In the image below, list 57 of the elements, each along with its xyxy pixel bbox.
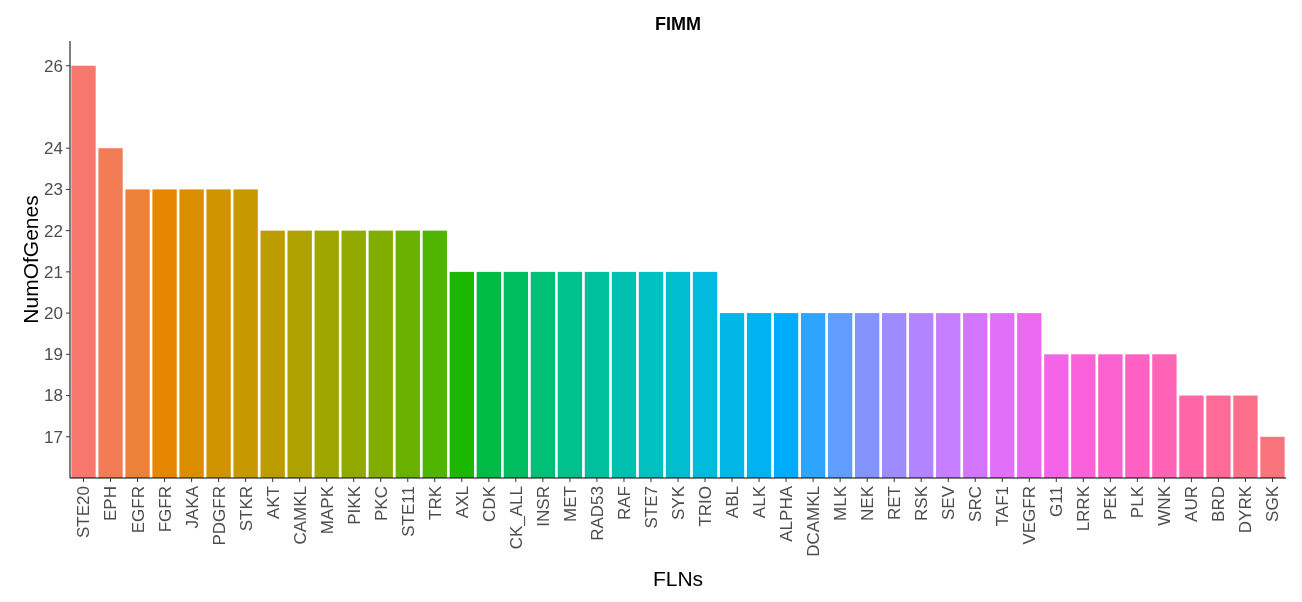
chart-title: FIMM [655,14,701,34]
y-tick-label: 24 [44,139,63,159]
x-tick-label: TAF1 [993,486,1013,527]
x-tick-label: STE20 [74,486,94,538]
x-tick-label: PIKK [344,485,364,525]
x-tick-label: STE7 [641,486,661,529]
x-tick-label: VEGFR [1020,486,1040,545]
y-axis-title: NumOfGenes [19,195,42,324]
x-tick-label: SRC [966,486,986,522]
x-tick-label: JAKA [182,485,202,529]
y-tick-label: 21 [44,262,63,282]
y-tick-label: 18 [44,386,63,406]
x-tick-label: RAD53 [587,486,607,541]
x-tick-label: RET [885,486,905,520]
x-tick-label: SYK [668,485,688,521]
x-tick-label: PKC [371,486,391,521]
x-tick-label: DCAMKL [804,486,824,557]
x-tick-label: DYRK [1236,485,1256,534]
x-tick-label: TRK [425,485,445,520]
x-tick-label: WNK [1155,485,1175,526]
x-tick-label: INSR [533,486,553,527]
x-tick-label: G11 [1047,486,1067,517]
x-tick-label: SEV [939,485,959,521]
x-tick-label: PLK [1128,485,1148,519]
y-tick-label: 23 [44,180,63,200]
x-tick-label: AUR [1182,486,1202,522]
x-tick-label: NEK [858,485,878,521]
x-tick-label: BRD [1209,486,1229,522]
x-tick-label: TRIO [695,486,715,527]
x-tick-label: PDGFR [209,486,229,546]
x-tick-label: SGK [1263,485,1283,522]
y-tick-label: 22 [44,221,63,241]
x-tick-label: ALPHA [777,485,797,542]
x-tick-label: CK_ALL [506,486,526,550]
x-tick-label: FGFR [155,486,175,533]
x-tick-label: STKR [236,486,256,532]
x-tick-label: CAMKL [290,486,310,545]
x-tick-label: LRRK [1074,485,1094,532]
x-tick-label: RSK [912,485,932,521]
x-tick-label: ABL [722,486,742,519]
x-tick-label: ALK [750,485,770,519]
x-tick-label: EGFR [128,486,148,534]
x-tick-label: CDK [479,485,499,522]
x-tick-label: PEK [1101,485,1121,521]
y-tick-label: 20 [44,304,63,324]
y-tick-label: 26 [44,56,63,76]
x-tick-label: AKT [263,486,283,520]
y-tick-label: 19 [44,345,63,365]
x-tick-label: AXL [452,486,472,519]
x-tick-label: MAPK [317,485,337,535]
x-tick-label: STE11 [398,486,418,537]
x-tick-label: MET [560,486,580,522]
x-tick-label: EPH [101,486,121,521]
x-axis-title: FLNs [652,567,704,590]
x-tick-label: RAF [614,486,634,520]
y-tick-label: 17 [44,427,63,447]
x-tick-label: MLK [831,485,851,521]
